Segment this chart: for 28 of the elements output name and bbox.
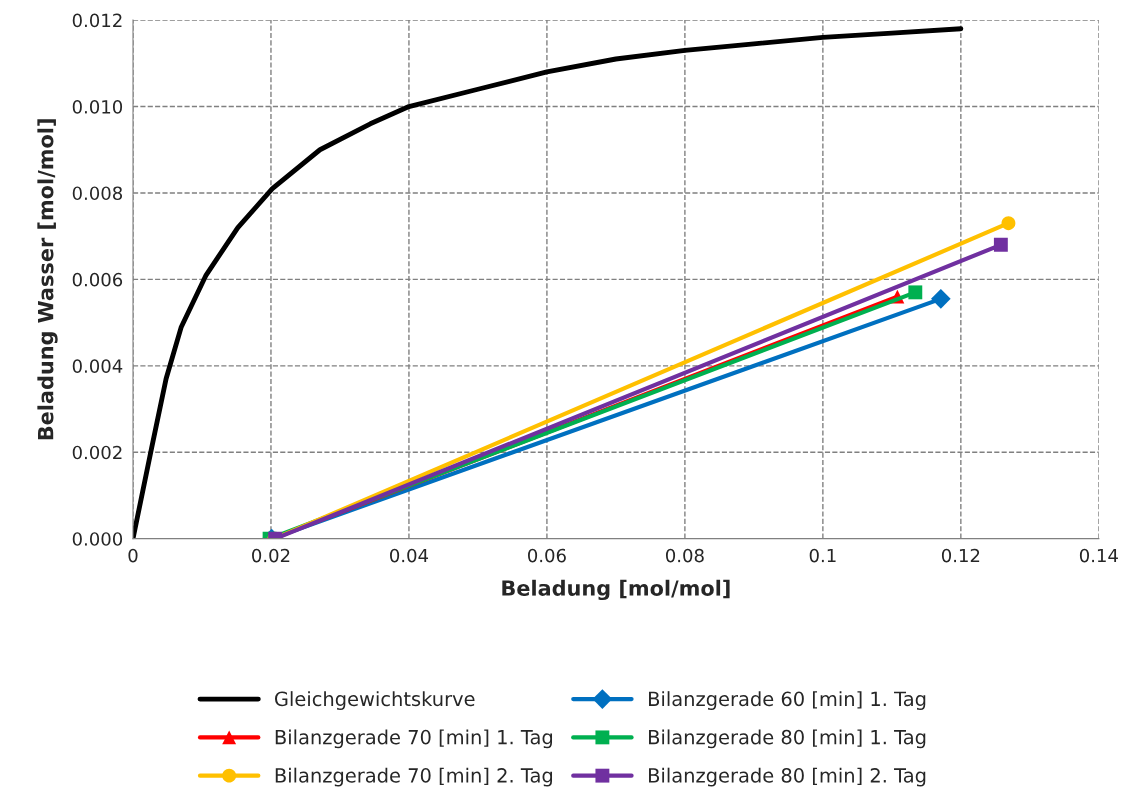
x-axis-title: Beladung [mol/mol] xyxy=(502,579,730,601)
x-tick-label: 0.1 xyxy=(809,548,836,563)
x-tick-label: 0.04 xyxy=(390,548,429,563)
point xyxy=(993,237,1008,252)
y-tick-label: 0.000 xyxy=(72,532,123,546)
legend-label: Gleichgewichtskurve xyxy=(274,691,475,710)
x-tick-label: 0.08 xyxy=(665,548,704,563)
y-tick-label: 0.012 xyxy=(72,13,122,28)
x-tick-label: 0.02 xyxy=(252,548,290,563)
point xyxy=(908,285,923,300)
point xyxy=(1001,216,1016,231)
legend-label: Bilanzgerade 80 [min] 1. Tag xyxy=(649,729,926,749)
y-tick-label: 0.008 xyxy=(72,186,123,201)
legend-label: Bilanzgerade 60 [min] 1. Tag xyxy=(649,691,926,710)
legend-label: Bilanzgerade 80 [min] 2. Tag xyxy=(649,767,926,787)
y-tick-label: 0.010 xyxy=(72,99,123,114)
y-tick-label: 0.006 xyxy=(72,272,123,287)
line-series xyxy=(132,26,964,539)
point xyxy=(931,289,951,309)
x-tick-label: 0.12 xyxy=(941,548,980,563)
legend-label: Bilanzgerade 70 [min] 1. Tag xyxy=(275,729,553,749)
legend-label: Bilanzgerade 70 [min] 2. Tag xyxy=(275,767,553,787)
y-tick-label: 0.002 xyxy=(72,445,122,460)
x-tick-label: 0.14 xyxy=(1079,548,1118,563)
y-tick-label: 0.004 xyxy=(72,359,123,373)
y-axis-title: Beladung Wasser [mol/mol] xyxy=(37,119,58,440)
x-tick-label: 0 xyxy=(128,548,138,563)
x-tick-label: 0.06 xyxy=(528,548,566,563)
